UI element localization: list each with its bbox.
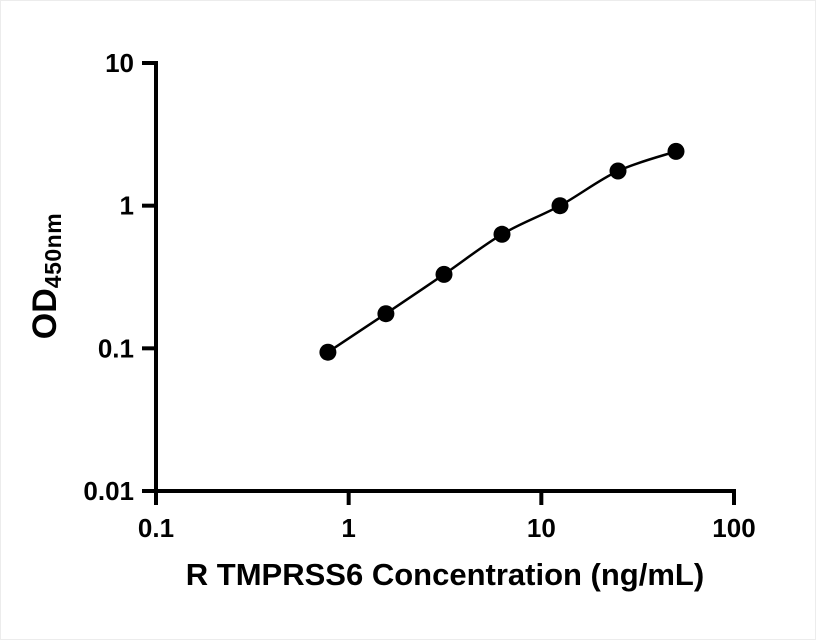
x-axis-tick-label: 0.1 — [138, 513, 174, 543]
standard-curve-line — [327, 150, 677, 354]
data-point-marker — [435, 265, 453, 283]
y-axis-tick-label: 10 — [105, 48, 134, 78]
data-point-marker — [493, 225, 511, 243]
data-point-marker — [377, 305, 395, 323]
y-axis-title-main: OD — [26, 288, 64, 340]
x-axis-tick-label: 100 — [712, 513, 755, 543]
x-axis-title: R TMPRSS6 Concentration (ng/mL) — [185, 557, 705, 592]
y-axis-tick-label: 0.01 — [83, 476, 134, 506]
y-axis-tick-label: 1 — [120, 191, 134, 221]
y-axis-title: OD450nm — [22, 156, 68, 396]
x-axis-tick-label: 1 — [341, 513, 355, 543]
x-axis-tick-label: 10 — [527, 513, 556, 543]
y-axis-tick-label: 0.1 — [98, 333, 134, 363]
data-point-marker — [609, 162, 627, 180]
data-point-marker — [319, 343, 337, 361]
data-point-marker — [667, 142, 685, 160]
data-point-marker — [551, 197, 569, 215]
y-axis-title-subscript: 450nm — [40, 212, 66, 289]
